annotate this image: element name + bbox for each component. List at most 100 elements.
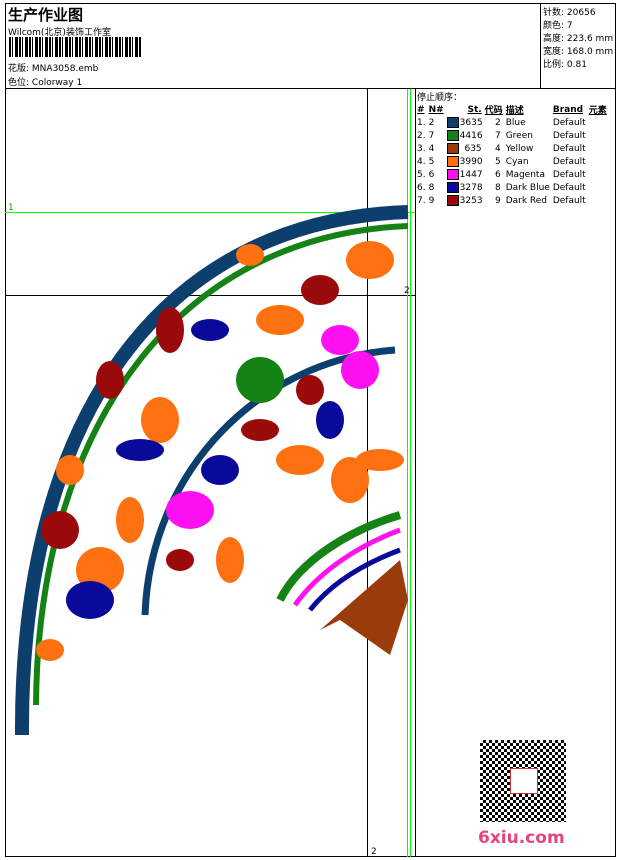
stat-4: 比例: 0.81 [543, 60, 587, 70]
embroidery-motif [116, 497, 144, 543]
needle: 9 [428, 195, 435, 206]
column-header: 描述 [505, 106, 524, 116]
embroidery-motif [276, 445, 324, 475]
embroidery-motif [236, 357, 284, 403]
row-index: 3. [417, 143, 426, 154]
embroidery-motif [331, 457, 369, 503]
stat-2: 高度: 223.6 mm [543, 34, 614, 44]
table-row: 3. 4 635 4 Yellow Default [417, 142, 610, 155]
embroidery-motif [41, 511, 79, 549]
row-index: 2. [417, 130, 426, 141]
description: Cyan [505, 156, 529, 167]
description: Yellow [505, 143, 534, 154]
embroidery-motif [236, 244, 264, 266]
stitches: 635 [464, 144, 482, 154]
brand: Default [552, 117, 586, 128]
stat-0: 针数: 20656 [543, 8, 596, 18]
code: 7 [494, 130, 501, 141]
embroidery-motif [191, 319, 229, 341]
embroidery-motif [216, 537, 244, 583]
needle: 4 [428, 143, 435, 154]
embroidery-motif [116, 439, 164, 461]
embroidery-motif [296, 375, 324, 405]
row-index: 1. [417, 117, 426, 128]
table-row: 2. 7 4416 7 Green Default [417, 129, 610, 142]
stop-sequence-title: 停止顺序： [417, 93, 463, 103]
stitches: 3253 [459, 196, 483, 206]
description: Blue [505, 117, 526, 128]
marker: 2 [371, 847, 377, 857]
code: 8 [494, 182, 501, 193]
description: Dark Blue [505, 182, 550, 193]
embroidery-motif [316, 401, 344, 439]
table-row: 4. 5 3990 5 Cyan Default [417, 155, 610, 168]
color-swatch [446, 156, 459, 167]
code: 4 [494, 143, 501, 154]
brand: Default [552, 130, 586, 141]
color-swatch [446, 195, 459, 206]
marker: 2 [404, 286, 410, 296]
embroidery-motif [166, 549, 194, 571]
color-swatch [446, 169, 459, 180]
guide-line-green [407, 89, 408, 857]
color-swatch [446, 130, 459, 141]
embroidery-motif [321, 325, 359, 355]
stitches: 3278 [459, 183, 483, 193]
code: 5 [494, 156, 501, 167]
embroidery-motif [96, 361, 124, 399]
needle: 5 [428, 156, 435, 167]
embroidery-motif [301, 275, 339, 305]
stitches: 3635 [459, 118, 483, 128]
embroidery-motif [141, 397, 179, 443]
embroidery-motif [201, 455, 239, 485]
needle: 6 [428, 169, 435, 180]
frame [5, 3, 616, 857]
column-header: St. [467, 104, 482, 115]
brand: Default [552, 169, 586, 180]
guide-line-green [410, 89, 411, 857]
embroidery-motif [341, 351, 379, 389]
column-header: 代码 [484, 106, 503, 116]
embroidery-motif [256, 305, 304, 335]
brand: Default [552, 156, 586, 167]
needle: 7 [428, 130, 435, 141]
watermark: 6xiu.com [478, 828, 565, 848]
sheet-title: 生产作业图 [8, 6, 84, 24]
colorway: 色位: Colorway 1 [8, 78, 83, 88]
marker: 1 [8, 203, 14, 213]
studio-name: Wilcom(北京)装饰工作室 [8, 28, 111, 38]
description: Dark Red [505, 195, 548, 206]
row-index: 7. [417, 195, 426, 206]
table-row: 5. 6 1447 6 Magenta Default [417, 168, 610, 181]
row-index: 6. [417, 182, 426, 193]
brand: Default [552, 143, 586, 154]
embroidery-motif [56, 455, 84, 485]
color-swatch [446, 117, 459, 128]
row-index: 5. [417, 169, 426, 180]
brand: Default [552, 182, 586, 193]
stitches: 1447 [459, 170, 483, 180]
guide-line-green [5, 212, 415, 213]
row-index: 4. [417, 156, 426, 167]
seal-logo [510, 768, 538, 794]
column-header: # [417, 104, 425, 115]
barcode [9, 37, 141, 57]
divider [540, 3, 541, 89]
embroidery-motif [166, 491, 214, 529]
embroidery-motif [66, 581, 114, 619]
divider [5, 88, 616, 89]
table-row: 1. 2 3635 2 Blue Default [417, 116, 610, 129]
brand: Default [552, 195, 586, 206]
description: Green [505, 130, 533, 141]
table-row: 7. 9 3253 9 Dark Red Default [417, 194, 610, 207]
embroidery-motif [241, 419, 279, 441]
column-header: Brand [552, 104, 584, 115]
column-header: 元素 [588, 106, 607, 116]
embroidery-motif [36, 639, 64, 661]
divider [415, 88, 416, 857]
needle: 8 [428, 182, 435, 193]
design-file: 花版: MNA3058.emb [8, 64, 99, 74]
embroidery-motif [156, 307, 184, 353]
description: Magenta [505, 169, 545, 180]
embroidery-motif [346, 241, 394, 279]
